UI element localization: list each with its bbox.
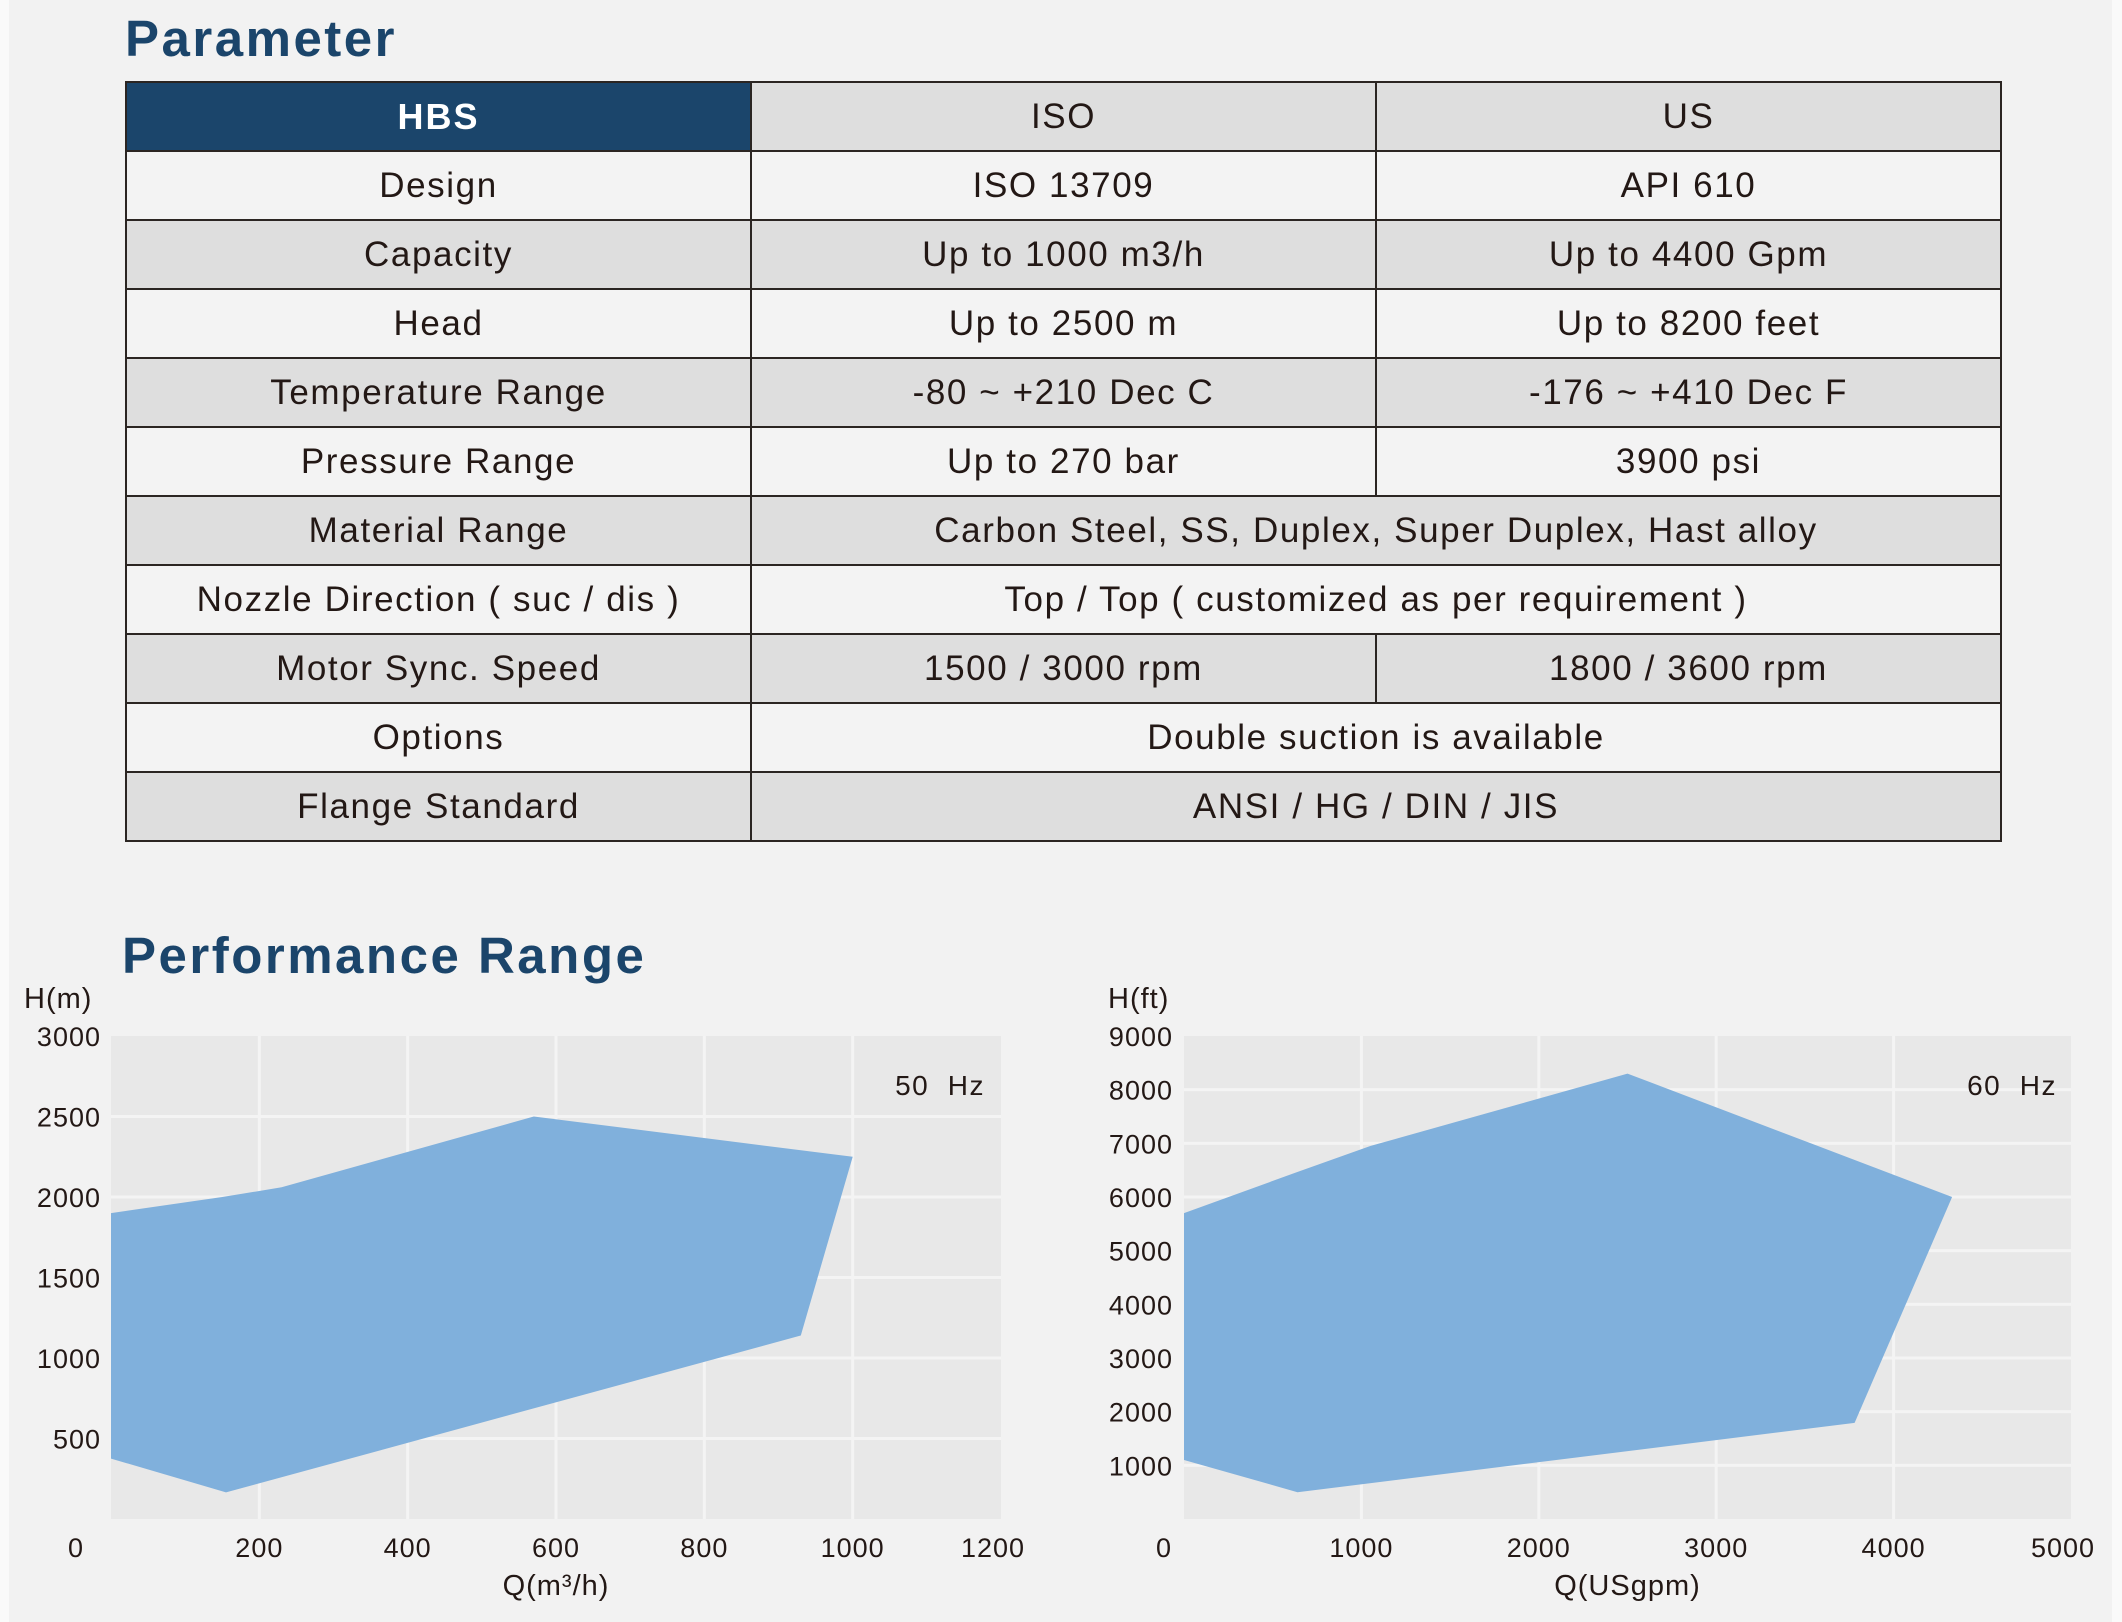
x-tick-label: 800	[680, 1533, 728, 1563]
y-tick-label: 5000	[1109, 1237, 1173, 1267]
x-tick-label: 1000	[821, 1533, 885, 1563]
x-tick-label: 0	[68, 1533, 84, 1563]
performance-section-title: Performance Range	[122, 927, 647, 984]
x-tick-label: 1200	[961, 1533, 1025, 1563]
chart-60hz: 1000 2000 3000 4000 5000 6000 7000 8000 9000 0 100…	[1108, 983, 2095, 1602]
operating-range-area	[1184, 1073, 1953, 1493]
row-label-flange-standard: Flange Standard	[125, 771, 752, 842]
y-tick-label: 3000	[37, 1022, 101, 1052]
page-edge-right	[2112, 0, 2122, 1622]
header-cell-hbs: HBS	[125, 81, 752, 152]
row-value-us: Up to 4400 Gpm	[1375, 219, 2002, 290]
table-header-row: HBS ISO US	[125, 81, 2002, 152]
row-label-temperature-range: Temperature Range	[125, 357, 752, 428]
y-tick-label: 4000	[1109, 1290, 1173, 1320]
row-label-motor-sync-speed: Motor Sync. Speed	[125, 633, 752, 704]
table-row: Flange Standard ANSI / HG / DIN / JIS	[125, 771, 2002, 842]
y-tick-label: 9000	[1109, 1022, 1173, 1052]
table-row: Head Up to 2500 m Up to 8200 feet	[125, 288, 2002, 359]
row-value-iso: Up to 270 bar	[750, 426, 1377, 497]
page-edge-left	[0, 0, 9, 1622]
row-value-us: API 610	[1375, 150, 2002, 221]
row-value-merged: Top / Top ( customized as per requiremen…	[750, 564, 2002, 635]
row-label-material-range: Material Range	[125, 495, 752, 566]
y-tick-label: 1000	[37, 1344, 101, 1374]
y-tick-label: 1000	[1109, 1451, 1173, 1481]
table-row: Motor Sync. Speed 1500 / 3000 rpm 1800 / 3…	[125, 633, 2002, 704]
x-axis-title: Q(USgpm)	[1554, 1570, 1701, 1602]
frequency-label: 60 Hz	[1967, 1070, 2057, 1101]
row-label-nozzle-direction-suc-dis: Nozzle Direction ( suc / dis )	[125, 564, 752, 635]
row-value-us: 3900 psi	[1375, 426, 2002, 497]
x-tick-label: 600	[532, 1533, 580, 1563]
y-tick-label: 500	[53, 1425, 101, 1455]
row-value-iso: ISO 13709	[750, 150, 1377, 221]
row-value-us: Up to 8200 feet	[1375, 288, 2002, 359]
y-tick-label: 2000	[1109, 1398, 1173, 1428]
x-tick-label: 2000	[1507, 1533, 1571, 1563]
x-tick-label: 200	[235, 1533, 283, 1563]
chart-50hz: 500 1000 1500 2000 2500 3000 0 200 400 600 800 1000…	[24, 983, 1025, 1602]
row-label-head: Head	[125, 288, 752, 359]
row-label-pressure-range: Pressure Range	[125, 426, 752, 497]
row-value-iso: 1500 / 3000 rpm	[750, 633, 1377, 704]
table-row: Temperature Range ‑80 ~ +210 Dec C ‑176 ~ …	[125, 357, 2002, 428]
x-axis-title: Q(m³/h)	[503, 1570, 610, 1602]
row-value-us: 1800 / 3600 rpm	[1375, 633, 2002, 704]
y-tick-label: 1500	[37, 1264, 101, 1294]
y-tick-label: 7000	[1109, 1129, 1173, 1159]
y-tick-label: 6000	[1109, 1183, 1173, 1213]
parameter-table: HBS ISO US Design ISO 13709 API 610 Capacit…	[125, 81, 2002, 842]
row-value-iso: Up to 2500 m	[750, 288, 1377, 359]
table-row: Capacity Up to 1000 m3/h Up to 4400 Gpm	[125, 219, 2002, 290]
row-value-merged: Double suction is available	[750, 702, 2002, 773]
x-tick-label: 5000	[2031, 1533, 2095, 1563]
row-value-merged: ANSI / HG / DIN / JIS	[750, 771, 2002, 842]
row-value-iso: ‑80 ~ +210 Dec C	[750, 357, 1377, 428]
x-tick-label: 3000	[1684, 1533, 1748, 1563]
table-row: Pressure Range Up to 270 bar 3900 psi	[125, 426, 2002, 497]
y-tick-label: 2000	[37, 1183, 101, 1213]
table-row: Material Range Carbon Steel, SS, Duplex, …	[125, 495, 2002, 566]
x-tick-label: 400	[384, 1533, 432, 1563]
y-tick-label: 8000	[1109, 1076, 1173, 1106]
parameter-section-title: Parameter	[125, 10, 397, 67]
table-row: Design ISO 13709 API 610	[125, 150, 2002, 221]
row-value-us: ‑176 ~ +410 Dec F	[1375, 357, 2002, 428]
y-tick-label: 2500	[37, 1103, 101, 1133]
table-row: Nozzle Direction ( suc / dis ) Top / Top …	[125, 564, 2002, 635]
y-tick-label: 3000	[1109, 1344, 1173, 1374]
y-axis-title: H(ft)	[1108, 983, 1169, 1015]
row-value-merged: Carbon Steel, SS, Duplex, Super Duplex, …	[750, 495, 2002, 566]
table-row: Options Double suction is available	[125, 702, 2002, 773]
row-label-capacity: Capacity	[125, 219, 752, 290]
row-value-iso: Up to 1000 m3/h	[750, 219, 1377, 290]
row-label-options: Options	[125, 702, 752, 773]
header-cell-us: US	[1375, 81, 2002, 152]
x-tick-label: 1000	[1329, 1533, 1393, 1563]
row-label-design: Design	[125, 150, 752, 221]
operating-range-area	[111, 1116, 853, 1493]
frequency-label: 50 Hz	[895, 1070, 985, 1101]
y-axis-title: H(m)	[24, 983, 92, 1015]
x-tick-label: 4000	[1862, 1533, 1926, 1563]
x-tick-label: 0	[1156, 1533, 1172, 1563]
header-cell-iso: ISO	[750, 81, 1377, 152]
